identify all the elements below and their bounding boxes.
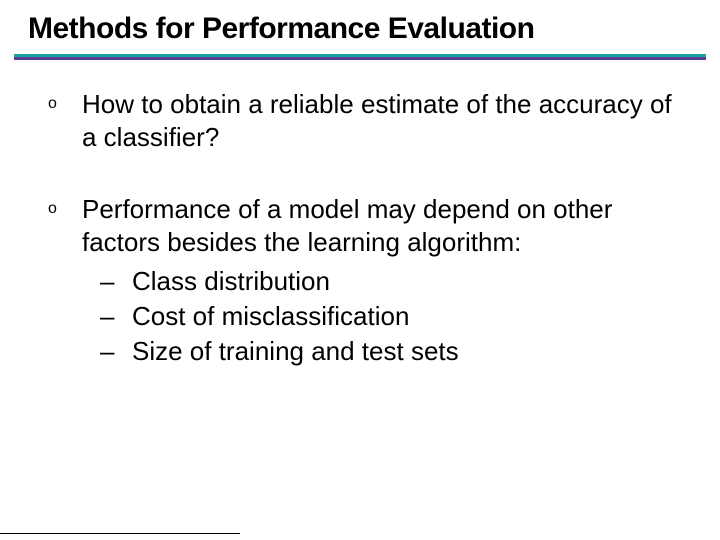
- bullet-list: How to obtain a reliable estimate of the…: [40, 88, 680, 369]
- slide: Methods for Performance Evaluation How t…: [0, 0, 720, 540]
- bullet-item: Performance of a model may depend on oth…: [40, 193, 680, 369]
- title-block: Methods for Performance Evaluation: [0, 0, 720, 46]
- sub-bullet-text: Size of training and test sets: [132, 336, 459, 366]
- bullet-item: How to obtain a reliable estimate of the…: [40, 88, 680, 153]
- bullet-text: How to obtain a reliable estimate of the…: [82, 89, 672, 152]
- title-rule: [14, 54, 706, 60]
- bullet-text: Performance of a model may depend on oth…: [82, 194, 612, 257]
- sub-bullet-text: Cost of misclassification: [132, 301, 409, 331]
- rule-bottom-stripe: [14, 57, 706, 60]
- slide-title: Methods for Performance Evaluation: [28, 12, 692, 46]
- sub-bullet-item: Size of training and test sets: [82, 334, 680, 369]
- content-area: How to obtain a reliable estimate of the…: [0, 60, 720, 369]
- sub-bullet-item: Cost of misclassification: [82, 299, 680, 334]
- sub-bullet-item: Class distribution: [82, 264, 680, 299]
- footer-line: [0, 533, 240, 534]
- sub-bullet-list: Class distribution Cost of misclassifica…: [82, 264, 680, 369]
- sub-bullet-text: Class distribution: [132, 266, 330, 296]
